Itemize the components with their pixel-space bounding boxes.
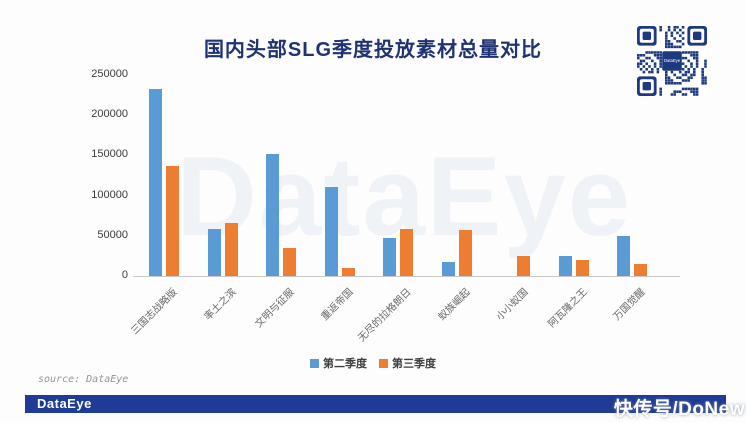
legend-label: 第二季度 xyxy=(323,358,367,370)
x-axis-line xyxy=(133,276,680,277)
bar-第三季度-重返帝国 xyxy=(341,267,355,276)
x-axis-label: 文明与征服 xyxy=(253,286,297,330)
legend-label: 第三季度 xyxy=(392,358,436,370)
bar-第二季度-蚁族崛起 xyxy=(441,262,455,276)
bar-第三季度-蚁族崛起 xyxy=(458,230,472,276)
bar-第二季度-三国志战略版 xyxy=(149,89,162,276)
bar-第二季度-重返帝国 xyxy=(324,186,338,276)
dataeye-logo: DataEye xyxy=(37,396,92,411)
bar-第二季度-无尽的拉格朗日 xyxy=(383,238,396,276)
bar-第三季度-率土之滨 xyxy=(224,222,238,276)
legend-item: 第二季度 xyxy=(310,355,367,371)
chart-title: 国内头部SLG季度投放素材总量对比 xyxy=(203,39,543,61)
bar-第二季度-万国觉醒 xyxy=(617,235,630,276)
bar-第三季度-文明与征服 xyxy=(283,247,296,276)
qr-logo-text: DataEye xyxy=(664,58,681,63)
x-axis-label: 阿瓦隆之王 xyxy=(545,286,590,330)
bar-第三季度-无尽的拉格朗日 xyxy=(400,228,413,276)
y-axis-tick-label: 50000 xyxy=(97,228,128,241)
x-axis-label: 率土之滨 xyxy=(202,286,239,323)
bar-第三季度-阿瓦隆之王 xyxy=(575,259,589,276)
qr-code: DataEye xyxy=(637,26,707,96)
source-note: source: DataEye xyxy=(38,374,129,385)
bar-第二季度-文明与征服 xyxy=(266,153,279,276)
legend-swatch xyxy=(379,358,388,368)
bar-第三季度-三国志战略版 xyxy=(166,165,179,276)
x-axis-label: 蚁族崛起 xyxy=(436,286,473,323)
y-axis-tick-label: 100000 xyxy=(91,188,128,201)
x-axis-label: 小小蚁国 xyxy=(494,286,531,323)
y-axis-tick-label: 200000 xyxy=(91,108,128,121)
y-axis-tick-label: 0 xyxy=(121,269,128,281)
publisher-watermark: 快传号/DoNew xyxy=(613,399,745,420)
legend-swatch xyxy=(310,358,319,368)
bar-第三季度-小小蚁国 xyxy=(517,255,530,276)
x-axis-label: 无尽的拉格朗日 xyxy=(356,286,414,345)
y-axis-tick-label: 250000 xyxy=(91,68,128,80)
chart-legend: 第二季度 第三季度 xyxy=(0,355,746,371)
legend-item: 第三季度 xyxy=(379,355,436,371)
footer-bar: DataEye xyxy=(25,395,726,413)
bar-第二季度-阿瓦隆之王 xyxy=(558,255,572,276)
y-axis-tick-label: 150000 xyxy=(91,148,128,161)
bar-第二季度-率土之滨 xyxy=(207,228,221,276)
x-axis-label: 三国志战略版 xyxy=(129,286,180,338)
x-axis-label: 万国觉醒 xyxy=(611,286,648,323)
bar-第三季度-万国觉醒 xyxy=(634,263,647,276)
x-axis-label: 重返帝国 xyxy=(319,286,356,323)
